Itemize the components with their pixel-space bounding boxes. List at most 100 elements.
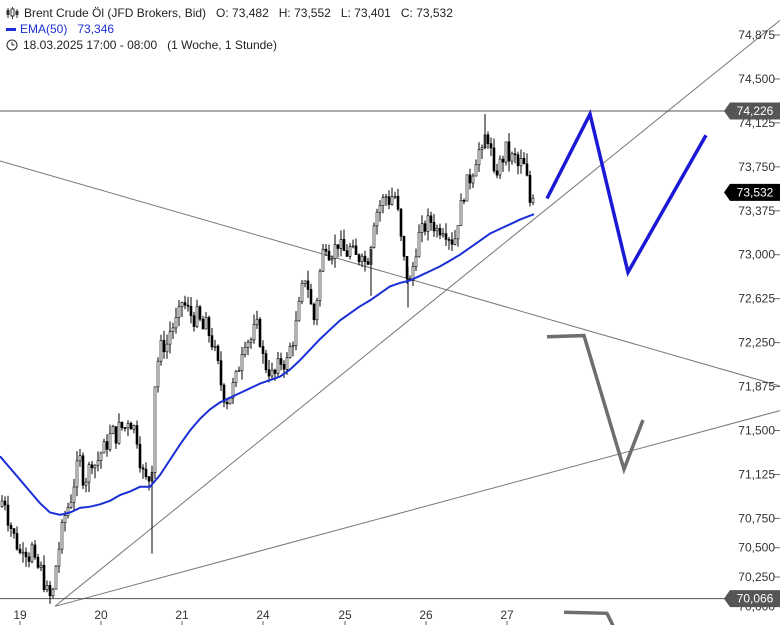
candle-body xyxy=(276,358,280,374)
candle-body xyxy=(414,256,418,267)
y-tick-label: 72,250 xyxy=(738,336,775,350)
candle-body xyxy=(45,585,49,591)
trendline-1 xyxy=(0,160,780,387)
candle-body xyxy=(69,501,73,508)
candle-body xyxy=(207,317,211,336)
candle-body xyxy=(108,433,112,450)
candle-body xyxy=(78,455,82,462)
x-tick-label: 27 xyxy=(500,608,514,622)
candle-body xyxy=(516,154,520,167)
candle-body xyxy=(252,324,256,341)
candle-body xyxy=(240,354,244,371)
candle-body xyxy=(9,525,13,529)
x-tick-label: 20 xyxy=(94,608,108,622)
candle-body xyxy=(21,551,25,554)
candle-body xyxy=(351,245,355,248)
candle-body xyxy=(459,200,463,226)
candle-body xyxy=(225,401,229,405)
candle-body xyxy=(66,507,70,516)
ema-label: EMA(50) xyxy=(20,22,68,36)
candle-body xyxy=(375,211,379,227)
candle-body xyxy=(213,345,217,348)
price-line-label-upper: 74,226 xyxy=(737,104,774,118)
y-tick-label: 71,500 xyxy=(738,424,775,438)
candle-body xyxy=(468,174,472,184)
low-value: L: 73,401 xyxy=(340,6,391,20)
projection-layer xyxy=(545,109,708,625)
candle-body xyxy=(204,317,208,330)
candle-body xyxy=(519,158,523,167)
candle-body xyxy=(102,441,106,454)
candle-body xyxy=(129,422,133,430)
trendline-3 xyxy=(54,410,780,607)
trendline-2 xyxy=(54,19,780,607)
candle-body xyxy=(84,481,88,486)
candle-body xyxy=(132,425,136,430)
candle-body xyxy=(417,232,421,258)
candle-body xyxy=(285,357,289,370)
candle-body xyxy=(270,369,274,377)
candle-body xyxy=(294,320,298,346)
candle-body xyxy=(312,303,316,321)
candle-body xyxy=(12,528,16,534)
candle-body xyxy=(126,422,130,429)
candle-body xyxy=(222,384,226,403)
candle-body xyxy=(63,515,67,523)
candle-body xyxy=(336,244,340,249)
x-tick-label: 26 xyxy=(419,608,433,622)
candle-body xyxy=(6,504,10,526)
candle-body xyxy=(465,174,469,202)
clock-icon xyxy=(6,39,18,51)
candle-body xyxy=(498,158,502,176)
candle-body xyxy=(363,255,367,262)
y-tick-label: 70,250 xyxy=(738,570,775,584)
price-line-label-lower: 70,066 xyxy=(737,592,774,606)
close-value: C: 73,532 xyxy=(400,6,453,20)
candle-body xyxy=(279,358,283,365)
candle-body xyxy=(378,205,382,213)
candle-body xyxy=(492,147,496,172)
candle-body xyxy=(219,360,223,386)
candle-body xyxy=(243,347,247,355)
candle-body xyxy=(390,196,394,205)
candle-body xyxy=(234,370,238,383)
candle-body xyxy=(357,254,361,263)
projection-grey-stub xyxy=(563,610,615,625)
candle-body xyxy=(153,386,157,473)
x-tick-label: 19 xyxy=(13,608,27,622)
candle-body xyxy=(117,421,121,444)
candle-body xyxy=(372,225,376,248)
y-tick-label: 73,375 xyxy=(738,204,775,218)
candle-body xyxy=(450,239,454,245)
candle-body xyxy=(513,153,517,156)
candle-body xyxy=(174,317,178,329)
candle-body xyxy=(186,304,190,307)
candle-body xyxy=(435,228,439,232)
candle-body xyxy=(90,464,94,469)
candle-body xyxy=(189,305,193,317)
candle-body xyxy=(327,250,331,261)
y-tick-label: 73,000 xyxy=(738,248,775,262)
candle-body xyxy=(306,280,310,290)
candle-body xyxy=(57,548,61,567)
candle-body xyxy=(525,163,529,176)
horizontal-line-layer xyxy=(0,110,725,600)
candle-body xyxy=(135,425,139,445)
candle-body xyxy=(444,233,448,240)
candle-body xyxy=(300,283,304,302)
candle-body xyxy=(39,564,43,568)
candle-body xyxy=(168,331,172,345)
candle-body xyxy=(144,468,148,478)
candle-body xyxy=(411,266,415,281)
candle-body xyxy=(330,258,334,261)
candle-body xyxy=(480,147,484,150)
candle-body xyxy=(522,158,526,165)
candle-body xyxy=(501,158,505,163)
candle-body xyxy=(528,175,532,203)
candle-body xyxy=(177,306,181,318)
candle-body xyxy=(171,327,175,332)
candle-body xyxy=(165,343,169,353)
candle-body xyxy=(297,301,301,322)
candle-body xyxy=(432,222,436,232)
